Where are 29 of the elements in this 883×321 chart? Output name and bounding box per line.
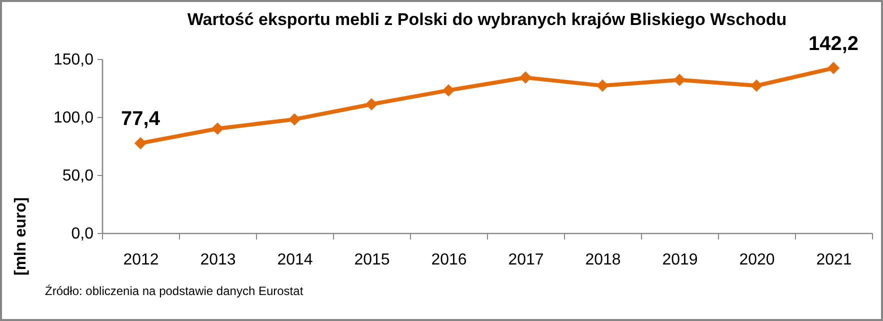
point	[827, 62, 840, 74]
y-tick-label: 50,0	[62, 168, 94, 184]
point	[596, 80, 609, 92]
y-tick-label: 150,0	[53, 52, 94, 68]
point	[442, 84, 455, 96]
x-tick-label: 2013	[200, 252, 236, 268]
data-label: 77,4	[121, 108, 161, 130]
x-tick-label: 2017	[508, 252, 544, 268]
x-tick-label: 2016	[431, 252, 467, 268]
point	[134, 137, 147, 150]
point	[519, 71, 532, 84]
point	[365, 98, 378, 110]
point	[673, 74, 686, 86]
x-tick-label: 2019	[662, 252, 698, 268]
x-tick-label: 2020	[739, 252, 775, 268]
x-tick-label: 2014	[277, 252, 313, 268]
x-tick-label: 2018	[585, 252, 621, 268]
point	[750, 80, 763, 92]
y-axis-title: [mln euro]	[12, 197, 30, 276]
x-tick-label: 2015	[354, 252, 390, 268]
x-tick-label: 2021	[816, 252, 852, 268]
x-tick-label: 2012	[123, 252, 159, 268]
text: Źródło: obliczenia na podstawie danych Eurostat	[45, 284, 304, 298]
data-label: 142,2	[808, 33, 859, 56]
point	[211, 122, 224, 135]
y-tick-label: 100,0	[53, 110, 94, 126]
y-tick-label: 0,0	[71, 226, 94, 242]
chart-title: Wartość eksportu mebli z Polski do wybranych krajów Bliskiego Wschodu	[187, 10, 787, 30]
point	[288, 113, 301, 126]
